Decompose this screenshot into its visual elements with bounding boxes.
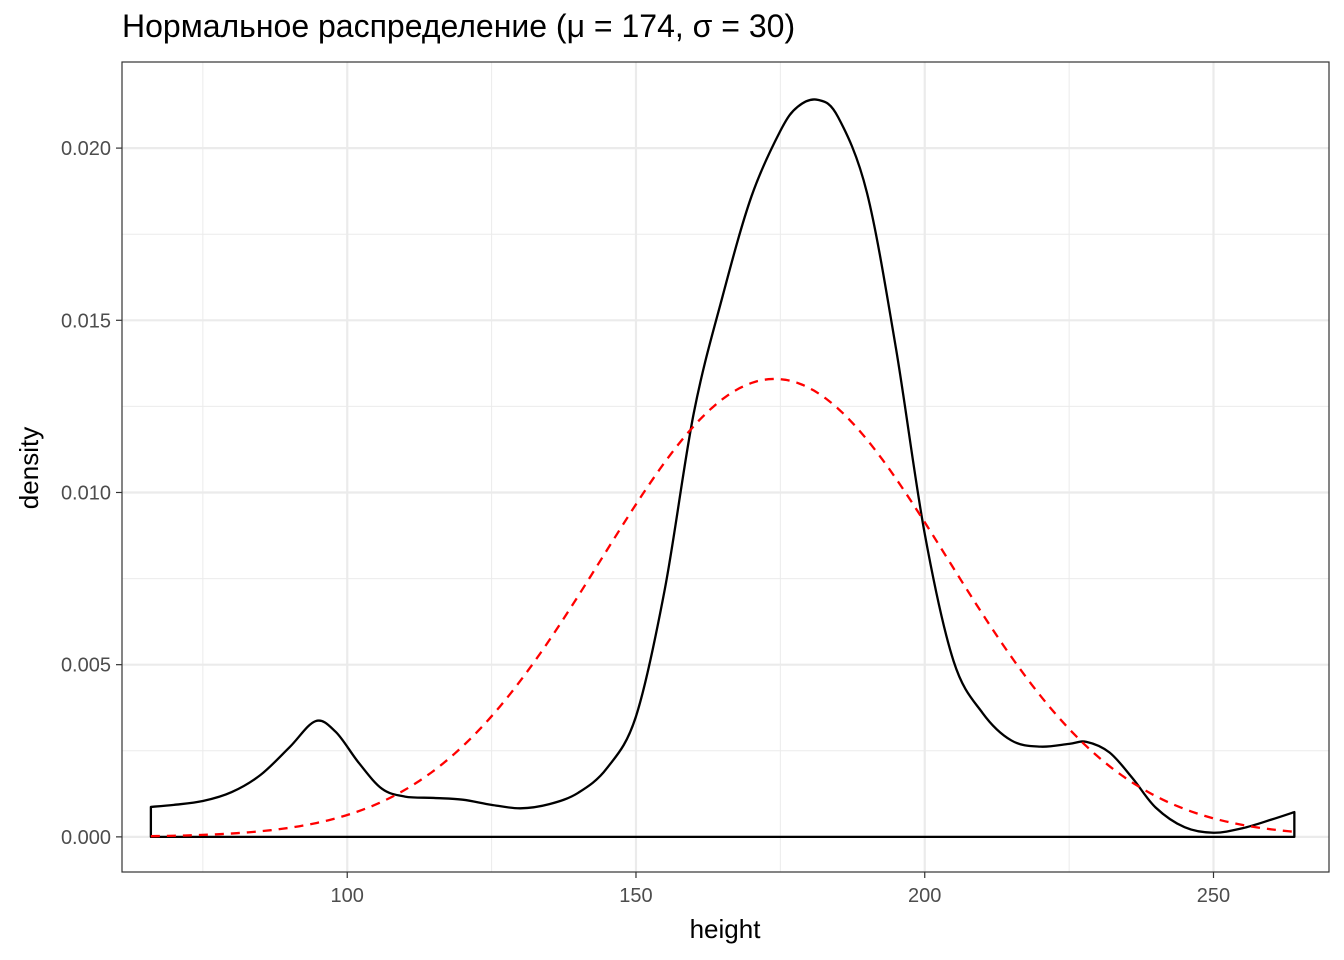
x-axis-title: height bbox=[690, 914, 762, 944]
normal-curve bbox=[150, 377, 1295, 838]
y-tick-label: 0.010 bbox=[61, 482, 111, 504]
minor-gridlines bbox=[122, 62, 1329, 872]
panel-border bbox=[121, 61, 1330, 873]
y-axis-title: density bbox=[14, 427, 44, 509]
y-tick-label: 0.000 bbox=[61, 827, 111, 849]
major-gridlines bbox=[122, 62, 1329, 872]
x-tick-label: 250 bbox=[1197, 885, 1230, 907]
x-tick-label: 200 bbox=[908, 885, 941, 907]
x-axis: 100 150 200 250 bbox=[331, 872, 1230, 907]
chart-title: Нормальное распределение (μ = 174, σ = 3… bbox=[122, 8, 796, 44]
y-tick-label: 0.020 bbox=[61, 138, 111, 160]
y-tick-label: 0.015 bbox=[61, 310, 111, 332]
x-tick-label: 100 bbox=[331, 885, 364, 907]
y-axis: 0.000 0.005 0.010 0.015 0.020 bbox=[61, 138, 122, 849]
density-curve bbox=[149, 98, 1296, 839]
series-layer bbox=[149, 98, 1296, 839]
y-tick-label: 0.005 bbox=[61, 655, 111, 677]
x-tick-label: 150 bbox=[619, 885, 652, 907]
